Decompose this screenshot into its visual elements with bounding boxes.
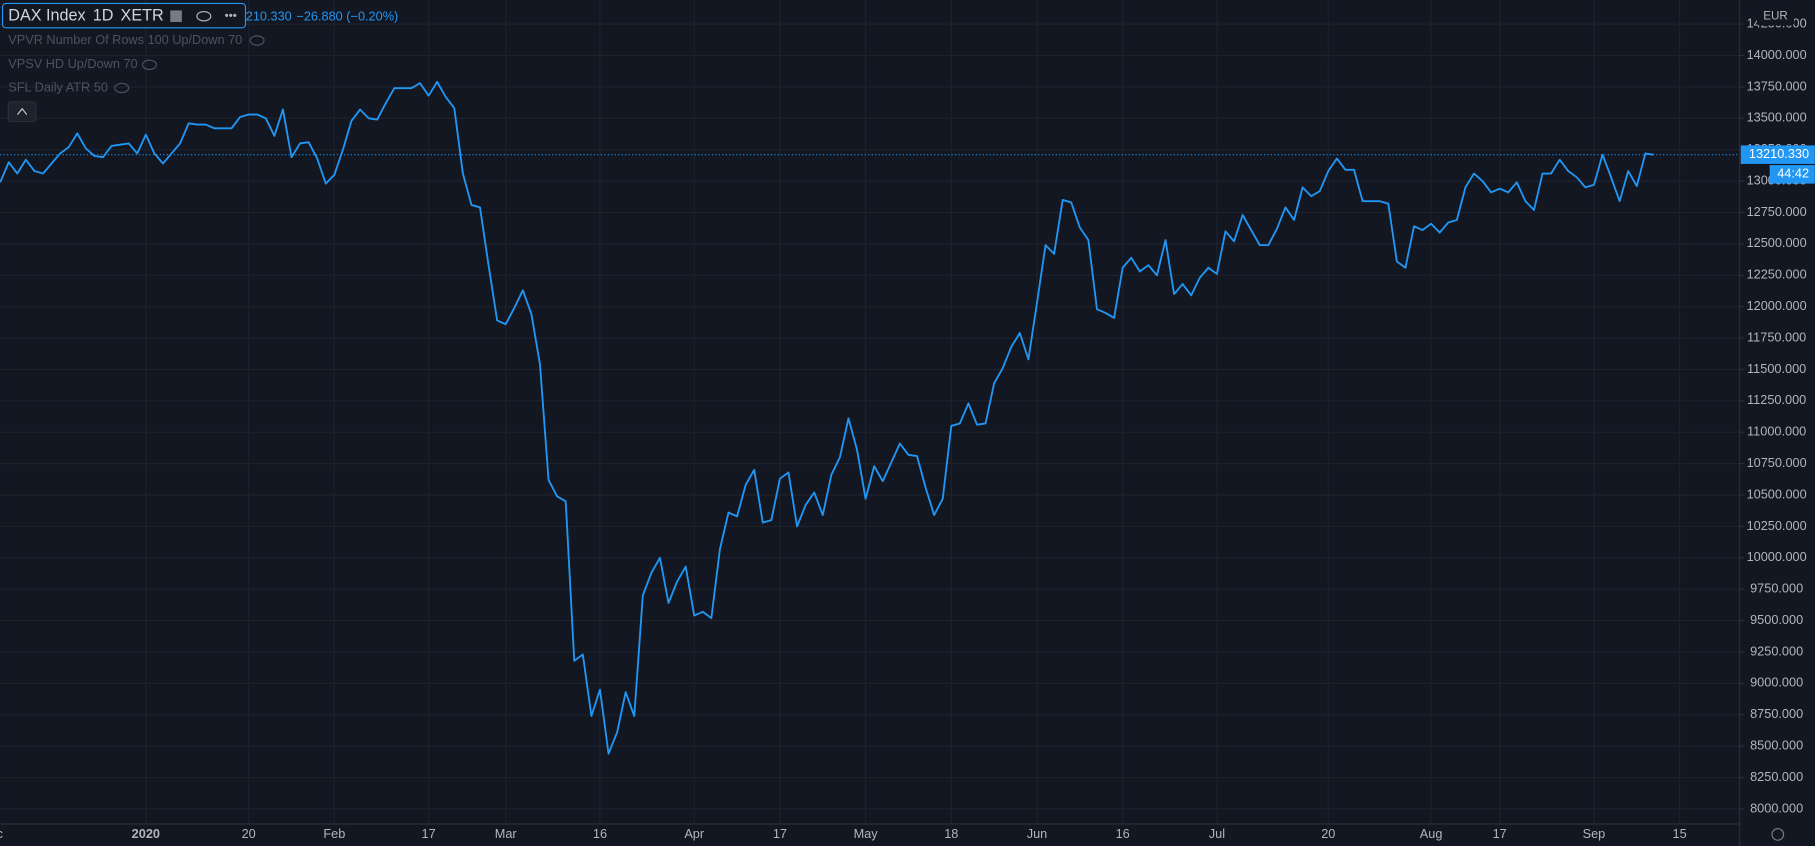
symbol-name: DAX Index [8, 6, 85, 24]
last-price-label: 13210.330 [1749, 146, 1809, 161]
y-tick-label: 11250.000 [1747, 392, 1806, 407]
currency-box [1756, 5, 1795, 26]
x-tick-label: Dec [0, 826, 4, 841]
indicator: VPVR Number Of Rows 100 Up/Down 70 [8, 32, 242, 47]
x-tick-label: Jun [1027, 826, 1048, 841]
more-icon[interactable]: ••• [225, 10, 237, 22]
collapse-button[interactable] [7, 101, 37, 123]
settings-icon[interactable] [1771, 828, 1785, 841]
y-tick-label: 11750.000 [1747, 329, 1806, 344]
chevron-icon [17, 107, 28, 115]
axes: 8000.000 8250.000 8500.000 8750.000 9000.000… [0, 15, 1815, 841]
price-change: −26.880 (−0.20%) [296, 9, 398, 24]
x-tick-label: Feb [323, 826, 345, 841]
y-tick-label: 10750.000 [1747, 455, 1807, 470]
countdown-box [1769, 165, 1815, 184]
last-price-box [1740, 145, 1815, 164]
y-tick-label: 10000.000 [1747, 549, 1807, 564]
currency[interactable]: EUR [1763, 10, 1787, 22]
y-tick-label: 12750.000 [1747, 204, 1807, 219]
y-tick-label: 12250.000 [1747, 267, 1807, 282]
hidden-icon[interactable] [249, 35, 265, 46]
x-tick-label: 16 [1116, 826, 1130, 841]
y-tick-label: 9250.000 [1750, 643, 1803, 658]
x-tick-label: 17 [1493, 826, 1507, 841]
exchange: XETR [121, 6, 164, 24]
y-tick-label: 9000.000 [1750, 675, 1803, 690]
x-tick-label: May [854, 826, 879, 841]
grid [0, 0, 1740, 825]
x-tick-label: 2020 [132, 826, 160, 841]
y-tick-label: 10500.000 [1747, 486, 1807, 501]
last-price: 13210.330 [232, 9, 292, 24]
y-tick-label: 11500.000 [1747, 361, 1806, 376]
hidden-icon[interactable] [114, 82, 130, 94]
x-tick-label: 20 [1321, 826, 1335, 841]
y-tick-label: 14000.000 [1747, 47, 1807, 62]
eye-icon[interactable] [196, 10, 212, 22]
hidden-icon[interactable] [141, 59, 157, 71]
y-tick-label: 9500.000 [1750, 612, 1803, 627]
y-tick-label: 8000.000 [1750, 800, 1803, 815]
x-tick-label: Mar [495, 826, 518, 841]
indicator: VPSV HD Up/Down 70 [8, 56, 137, 71]
y-tick-label: 13500.000 [1747, 110, 1807, 125]
y-tick-label: 8500.000 [1750, 738, 1803, 753]
y-tick-label: 9750.000 [1750, 581, 1803, 596]
plot [0, 80, 1740, 755]
countdown: 44:42 [1777, 166, 1809, 181]
flag-icon[interactable] [170, 10, 182, 22]
y-tick-label: 13750.000 [1747, 78, 1807, 93]
x-tick-label: Apr [684, 826, 705, 841]
x-tick-label: 16 [593, 826, 607, 841]
x-tick-label: Jul [1209, 826, 1225, 841]
y-tick-label: 8750.000 [1750, 706, 1803, 721]
x-tick-label: 17 [773, 826, 787, 841]
indicator: SFL Daily ATR 50 [8, 79, 108, 94]
x-tick-label: Sep [1583, 826, 1606, 841]
interval: 1D [93, 6, 114, 24]
x-tick-label: 18 [944, 826, 958, 841]
y-tick-label: 11000.000 [1747, 424, 1806, 439]
x-tick-label: 20 [242, 826, 256, 841]
x-tick-label: 17 [422, 826, 436, 841]
y-tick-label: 12500.000 [1747, 235, 1807, 250]
y-tick-label: 10250.000 [1747, 518, 1807, 533]
x-tick-label: Aug [1420, 826, 1443, 841]
x-tick-label: 15 [1673, 826, 1687, 841]
y-tick-label: 12000.000 [1747, 298, 1807, 313]
legend-box[interactable] [1, 2, 247, 29]
y-tick-label: 8250.000 [1750, 769, 1803, 784]
price-line [0, 80, 1655, 755]
